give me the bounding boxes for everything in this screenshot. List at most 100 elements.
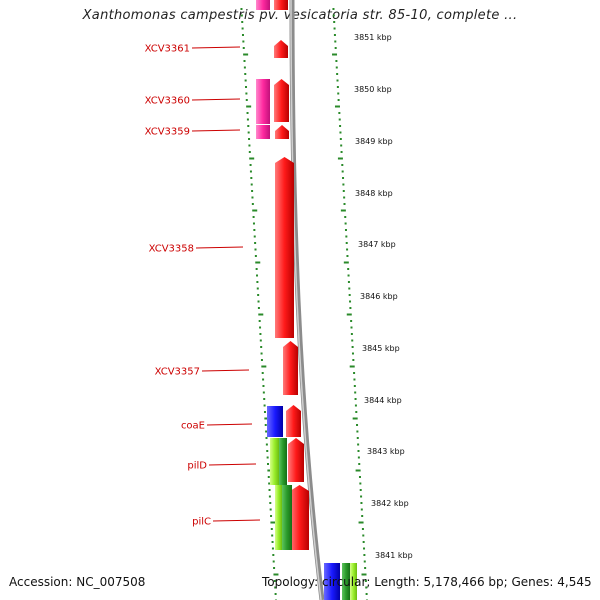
gene-blue-coae[interactable] — [267, 406, 283, 437]
tick-mark — [364, 567, 367, 569]
tick-mark — [241, 34, 244, 36]
tick-mark — [273, 573, 279, 576]
tick-mark — [346, 313, 352, 316]
tick-mark — [365, 593, 368, 595]
gene-label[interactable]: coaE — [181, 421, 205, 432]
gene-label[interactable]: pilD — [187, 461, 207, 472]
tick-mark — [351, 339, 354, 342]
tick-mark — [350, 320, 353, 322]
tick-mark — [267, 463, 270, 465]
gene-pild[interactable] — [288, 438, 304, 482]
gene-lime-bottom[interactable] — [350, 563, 357, 600]
tick-mark — [249, 157, 255, 160]
tick-mark — [348, 287, 351, 290]
gene-labels: XCV3361 XCV3360 XCV3359 XCV3358 XCV3357 coaE p… — [145, 44, 211, 528]
tick-mark — [258, 313, 264, 316]
tick-mark — [344, 229, 347, 231]
tick-mark — [268, 495, 271, 498]
tick-mark — [334, 105, 340, 108]
tick-mark — [335, 66, 338, 69]
tick-mark — [353, 372, 356, 374]
gene-pink-3359[interactable] — [256, 125, 270, 139]
gene-label[interactable]: pilC — [192, 517, 211, 528]
gene-label[interactable]: XCV3360 — [145, 96, 190, 107]
scale-labels: 3851 kbp 3850 kbp 3849 kbp 3848 kbp 3847 kbp… — [354, 33, 413, 560]
tick-mark — [359, 489, 362, 491]
gene-coae[interactable] — [286, 405, 301, 437]
gene-xcv3361[interactable] — [274, 40, 288, 58]
tick-mark — [240, 8, 243, 10]
gene-pilc[interactable] — [290, 485, 309, 550]
tick-mark — [355, 411, 358, 413]
gene-pink-top[interactable] — [256, 0, 270, 10]
tick-mark — [343, 203, 346, 205]
tick-mark — [340, 209, 346, 212]
tick-mark — [345, 242, 348, 244]
tick-mark — [350, 333, 353, 335]
gene-xcv3357[interactable] — [283, 341, 298, 395]
tick-mark — [345, 235, 348, 238]
tick-mark — [246, 105, 252, 108]
tick-mark — [360, 502, 363, 504]
tick-mark — [271, 541, 274, 543]
gene-top-fragment[interactable] — [274, 0, 288, 10]
gene-xcv3358[interactable] — [275, 157, 294, 338]
tick-mark — [358, 476, 361, 478]
tick-mark — [359, 482, 362, 485]
tick-mark — [272, 554, 275, 556]
tick-mark — [241, 27, 244, 30]
tick-mark — [243, 66, 246, 69]
gene-green-bottom[interactable] — [342, 563, 350, 600]
gene-lime-pild[interactable] — [270, 438, 279, 485]
tick-mark — [342, 190, 345, 192]
tick-mark — [363, 547, 366, 550]
tick-mark — [357, 450, 360, 452]
tick-mark — [265, 430, 268, 433]
tick-mark — [260, 352, 263, 355]
gene-xcv3359[interactable] — [275, 125, 289, 139]
tick-mark — [266, 450, 269, 452]
tick-mark — [352, 417, 358, 420]
scale-label: 3842 kbp — [371, 499, 409, 508]
tick-mark — [248, 138, 251, 140]
gene-label[interactable]: XCV3359 — [145, 127, 190, 138]
tick-mark — [244, 79, 247, 82]
tick-mark — [261, 365, 267, 368]
tick-mark — [337, 92, 340, 95]
tick-mark — [352, 359, 355, 361]
tick-mark — [242, 40, 245, 43]
tick-mark — [337, 99, 340, 101]
tick-mark — [344, 222, 347, 225]
tick-mark — [240, 14, 243, 17]
tick-mark — [247, 125, 250, 127]
tick-mark — [263, 411, 266, 413]
tick-mark — [262, 391, 265, 394]
tick-mark — [342, 183, 345, 186]
tick-mark — [353, 378, 356, 381]
tick-mark — [351, 346, 354, 348]
tick-mark — [267, 476, 270, 478]
scale-label: 3848 kbp — [355, 189, 393, 198]
tick-mark — [266, 456, 269, 459]
tick-mark — [268, 482, 271, 485]
tick-mark — [249, 170, 252, 173]
gene-green-pilc[interactable] — [282, 485, 292, 550]
genome-backbone — [289, 0, 325, 600]
tick-mark — [351, 352, 354, 355]
tick-mark — [340, 151, 343, 153]
gene-label[interactable]: XCV3358 — [149, 244, 194, 255]
gene-label[interactable]: XCV3361 — [145, 44, 190, 55]
gene-label[interactable]: XCV3357 — [155, 367, 200, 378]
gene-pink-3360[interactable] — [256, 79, 270, 124]
gene-lime-pilc[interactable] — [275, 485, 282, 550]
tick-mark — [241, 21, 244, 23]
label-leader-lines — [191, 46, 261, 522]
tick-mark — [346, 255, 349, 257]
gene-green-pild[interactable] — [279, 438, 287, 485]
tick-mark — [332, 14, 335, 17]
gene-blue-bottom[interactable] — [324, 563, 340, 600]
tick-mark — [242, 47, 245, 49]
tick-mark — [343, 196, 346, 199]
gene-xcv3360[interactable] — [274, 79, 289, 122]
